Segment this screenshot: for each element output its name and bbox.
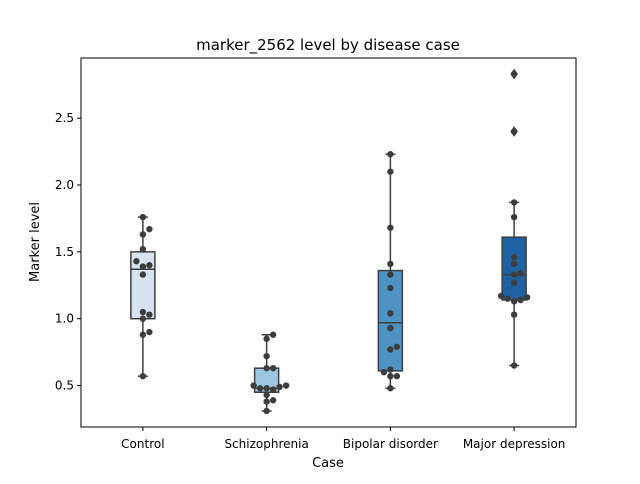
data-point bbox=[510, 271, 518, 278]
y-tick-label: 0.5 bbox=[55, 379, 74, 393]
y-tick-label: 2.0 bbox=[55, 178, 74, 192]
data-point bbox=[510, 279, 518, 286]
plot-frame bbox=[80, 57, 577, 428]
data-point bbox=[263, 407, 270, 415]
x-tick-label: Major depression bbox=[463, 437, 566, 451]
data-point bbox=[517, 296, 524, 304]
data-point bbox=[387, 366, 394, 373]
data-point bbox=[387, 168, 394, 175]
x-tick-label: Bipolar disorder bbox=[343, 437, 438, 451]
box-group-bipolar-disorder bbox=[377, 153, 404, 389]
data-point bbox=[393, 343, 401, 350]
data-point bbox=[263, 335, 270, 342]
x-tick-label: Schizophrenia bbox=[224, 437, 308, 451]
data-point bbox=[139, 308, 147, 316]
data-point bbox=[139, 271, 147, 278]
data-point bbox=[133, 258, 140, 265]
data-point bbox=[269, 364, 277, 372]
y-tick-label: 1.0 bbox=[55, 312, 74, 326]
data-point bbox=[387, 284, 394, 292]
data-point bbox=[263, 398, 270, 405]
data-point bbox=[510, 298, 518, 305]
plot-layer bbox=[130, 68, 531, 415]
data-point bbox=[510, 70, 518, 78]
data-point bbox=[139, 331, 147, 338]
data-point bbox=[139, 231, 147, 238]
data-point bbox=[510, 311, 518, 318]
data-point bbox=[387, 310, 394, 317]
data-point bbox=[387, 224, 394, 231]
data-point bbox=[269, 397, 277, 404]
data-point bbox=[510, 128, 518, 135]
data-point bbox=[510, 213, 518, 221]
x-axis-label: Case bbox=[312, 456, 344, 471]
data-point bbox=[139, 263, 147, 270]
data-point bbox=[146, 328, 153, 336]
data-point bbox=[263, 364, 270, 372]
data-point bbox=[387, 271, 394, 278]
box-iqr bbox=[501, 236, 527, 301]
data-point bbox=[387, 324, 394, 332]
data-point bbox=[282, 382, 290, 389]
data-point bbox=[139, 245, 147, 253]
data-point bbox=[380, 368, 388, 376]
data-point bbox=[146, 262, 153, 269]
data-point bbox=[510, 254, 518, 261]
x-tick-label: Control bbox=[121, 437, 164, 451]
data-point bbox=[139, 213, 147, 221]
data-point bbox=[517, 270, 524, 277]
box-iqr bbox=[377, 269, 404, 372]
data-point bbox=[387, 151, 394, 158]
y-axis-label: Marker level bbox=[28, 202, 43, 282]
data-point bbox=[387, 385, 394, 392]
y-tick-label: 2.5 bbox=[55, 111, 74, 125]
y-tick-label: 1.5 bbox=[55, 245, 74, 259]
data-point bbox=[146, 311, 153, 318]
data-point bbox=[250, 382, 257, 389]
data-point bbox=[387, 372, 394, 380]
data-point bbox=[523, 294, 531, 301]
data-point bbox=[387, 260, 394, 268]
data-point bbox=[387, 346, 394, 353]
data-point bbox=[276, 383, 283, 391]
data-point bbox=[263, 352, 270, 360]
data-point bbox=[510, 260, 518, 268]
data-point bbox=[510, 199, 518, 206]
axis-layer: 0.5 1.0 1.5 2.0 2.5 Control Schizophrenia Bipol… bbox=[55, 111, 566, 451]
data-point bbox=[263, 385, 270, 392]
data-point bbox=[263, 391, 270, 399]
data-point bbox=[497, 292, 505, 300]
box-group-control bbox=[130, 216, 156, 377]
data-point bbox=[269, 386, 277, 393]
data-point bbox=[393, 372, 401, 380]
data-point bbox=[256, 385, 264, 392]
data-point bbox=[269, 331, 277, 338]
chart-title: marker_2562 level by disease case bbox=[196, 36, 460, 55]
data-point bbox=[146, 225, 153, 233]
data-point bbox=[139, 315, 147, 322]
data-point bbox=[504, 295, 511, 302]
data-point bbox=[139, 372, 147, 380]
data-point bbox=[510, 362, 518, 369]
